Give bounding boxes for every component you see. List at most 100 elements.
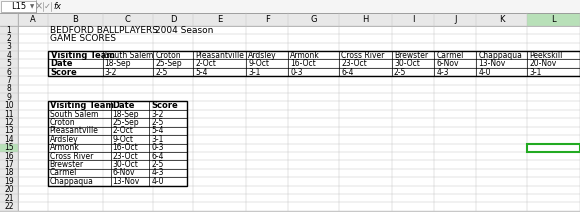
Text: Ardsley: Ardsley: [49, 135, 78, 144]
Bar: [48, 102, 187, 186]
Text: 23-Oct: 23-Oct: [341, 59, 367, 68]
Text: Pleasantville: Pleasantville: [49, 126, 99, 135]
Text: 18-Sep: 18-Sep: [113, 110, 139, 119]
Text: 23-Oct: 23-Oct: [113, 152, 138, 161]
Text: Ardsley: Ardsley: [248, 51, 277, 60]
Text: ▼: ▼: [30, 4, 34, 9]
Text: 3: 3: [6, 42, 12, 51]
Text: B: B: [72, 15, 78, 24]
Text: Carmel: Carmel: [49, 168, 77, 177]
Text: Armonk: Armonk: [49, 143, 79, 152]
Text: G: G: [310, 15, 317, 24]
Text: Pleasantville: Pleasantville: [195, 51, 244, 60]
Text: 4-3: 4-3: [436, 68, 449, 77]
Text: 17: 17: [4, 160, 14, 169]
Text: 9-Oct: 9-Oct: [113, 135, 133, 144]
Text: 14: 14: [4, 135, 14, 144]
Text: Score: Score: [151, 101, 178, 110]
Text: J: J: [454, 15, 456, 24]
Text: 10: 10: [4, 101, 14, 110]
Text: 7: 7: [6, 76, 12, 85]
Text: L15: L15: [11, 2, 26, 11]
Text: Visiting Team: Visiting Team: [49, 101, 114, 110]
Text: 6: 6: [6, 68, 12, 77]
Bar: [18, 26, 580, 211]
Text: 18-Sep: 18-Sep: [104, 59, 131, 68]
Text: F: F: [265, 15, 270, 24]
Text: Chappaqua: Chappaqua: [478, 51, 523, 60]
Text: 0-3: 0-3: [291, 68, 303, 77]
Text: Date: Date: [50, 59, 73, 68]
Text: 4: 4: [6, 51, 12, 60]
Text: 4-3: 4-3: [151, 168, 164, 177]
Text: BEDFORD BALLPLAYERS: BEDFORD BALLPLAYERS: [49, 26, 158, 35]
Bar: [0, 0, 580, 13]
Text: Brewster: Brewster: [49, 160, 84, 169]
Text: 4-0: 4-0: [478, 68, 491, 77]
Text: 2-5: 2-5: [155, 68, 168, 77]
Text: 2-5: 2-5: [151, 118, 164, 127]
Text: A: A: [30, 15, 35, 24]
Bar: [0, 13, 580, 26]
Text: D: D: [170, 15, 176, 24]
Text: 20: 20: [4, 185, 14, 194]
Text: 6-4: 6-4: [341, 68, 354, 77]
Text: 2-Oct: 2-Oct: [113, 126, 133, 135]
Text: 16-Oct: 16-Oct: [291, 59, 316, 68]
Text: South Salem: South Salem: [104, 51, 153, 60]
Text: Peekskill: Peekskill: [529, 51, 563, 60]
Text: 18: 18: [4, 168, 14, 177]
Bar: [527, 144, 580, 152]
Text: GAME SCORES: GAME SCORES: [49, 34, 115, 43]
Text: ✓: ✓: [44, 2, 50, 11]
Text: ×: ×: [35, 1, 43, 11]
Text: 2: 2: [6, 34, 12, 43]
Text: 6-Nov: 6-Nov: [436, 59, 459, 68]
Text: 25-Sep: 25-Sep: [155, 59, 182, 68]
Bar: [0, 144, 18, 152]
Text: I: I: [412, 15, 414, 24]
Text: 6-Nov: 6-Nov: [113, 168, 135, 177]
Text: fx: fx: [53, 2, 61, 11]
Text: 1: 1: [6, 26, 12, 35]
Text: 21: 21: [4, 194, 14, 203]
Text: 9-Oct: 9-Oct: [248, 59, 269, 68]
Bar: [0, 26, 18, 211]
Text: 5-4: 5-4: [151, 126, 164, 135]
Text: 13-Nov: 13-Nov: [478, 59, 506, 68]
Text: Croton: Croton: [49, 118, 75, 127]
Text: 30-Oct: 30-Oct: [394, 59, 420, 68]
Text: Cross River: Cross River: [49, 152, 93, 161]
Bar: [48, 51, 580, 76]
Text: 2-5: 2-5: [394, 68, 407, 77]
Text: 15: 15: [4, 143, 14, 152]
Text: 2-Oct: 2-Oct: [195, 59, 216, 68]
Text: 8: 8: [6, 84, 12, 93]
Text: 20-Nov: 20-Nov: [529, 59, 556, 68]
Text: 16: 16: [4, 152, 14, 161]
Text: 30-Oct: 30-Oct: [113, 160, 139, 169]
Text: 13: 13: [4, 126, 14, 135]
Text: 16-Oct: 16-Oct: [113, 143, 138, 152]
Text: 3-1: 3-1: [248, 68, 260, 77]
Text: Score: Score: [50, 68, 77, 77]
Bar: [527, 13, 580, 26]
Text: Croton: Croton: [155, 51, 181, 60]
Text: 5: 5: [6, 59, 12, 68]
Text: Carmel: Carmel: [436, 51, 463, 60]
Text: 11: 11: [4, 110, 14, 119]
Text: K: K: [499, 15, 505, 24]
Text: L: L: [551, 15, 556, 24]
Text: 3-1: 3-1: [151, 135, 164, 144]
Text: Brewster: Brewster: [394, 51, 428, 60]
Text: 3-2: 3-2: [104, 68, 117, 77]
Text: 22: 22: [4, 202, 14, 211]
Text: C: C: [125, 15, 131, 24]
Text: 2-5: 2-5: [151, 160, 164, 169]
Text: 0-3: 0-3: [151, 143, 164, 152]
Bar: [1, 1, 36, 12]
Text: 25-Sep: 25-Sep: [113, 118, 139, 127]
Text: South Salem: South Salem: [49, 110, 98, 119]
Text: 13-Nov: 13-Nov: [113, 177, 140, 186]
Text: Cross River: Cross River: [341, 51, 385, 60]
